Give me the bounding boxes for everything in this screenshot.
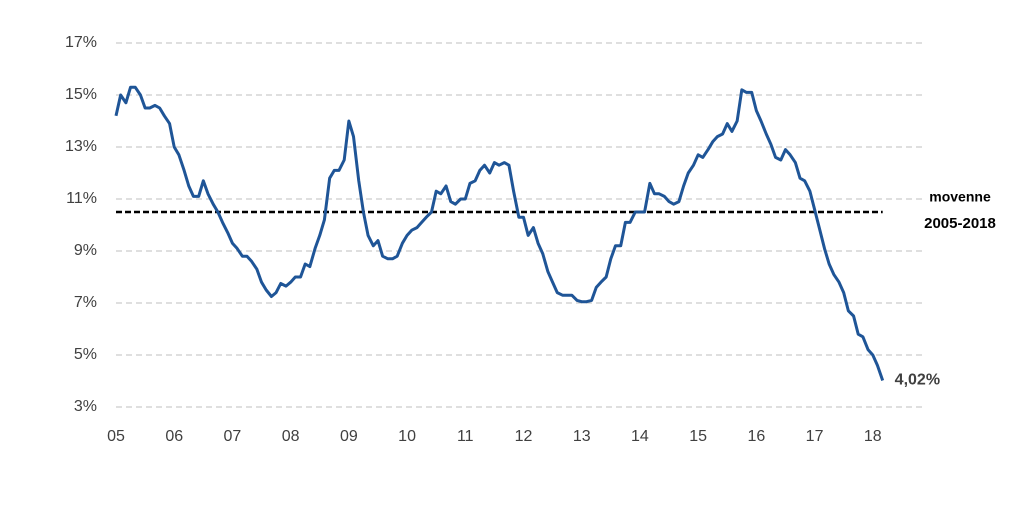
y-tick-label: 9% (74, 242, 97, 259)
x-tick-label: 17 (806, 428, 824, 445)
y-tick-label: 11% (66, 190, 97, 207)
x-tick-label: 06 (165, 428, 183, 445)
x-tick-label: 05 (107, 428, 125, 445)
last-value-label: 4,02% (895, 372, 940, 389)
mean-label: 2005-2018 (924, 215, 996, 232)
x-tick-label: 11 (457, 428, 474, 445)
x-tick-label: 14 (631, 428, 649, 445)
x-tick-label: 12 (515, 428, 533, 445)
y-tick-label: 13% (65, 138, 97, 155)
x-tick-label: 18 (864, 428, 882, 445)
x-tick-label: 13 (573, 428, 591, 445)
x-tick-label: 08 (282, 428, 300, 445)
x-tick-label: 16 (747, 428, 765, 445)
x-tick-label: 10 (398, 428, 416, 445)
mean-label: movenne (929, 189, 991, 205)
y-tick-label: 15% (65, 86, 97, 103)
y-tick-label: 7% (74, 294, 97, 311)
y-tick-label: 3% (74, 398, 97, 415)
x-tick-label: 07 (224, 428, 242, 445)
data-line (114, 85, 885, 381)
y-tick-label: 5% (74, 346, 97, 363)
x-tick-label: 09 (340, 428, 358, 445)
y-tick-label: 17% (65, 34, 97, 51)
x-tick-label: 15 (689, 428, 707, 445)
